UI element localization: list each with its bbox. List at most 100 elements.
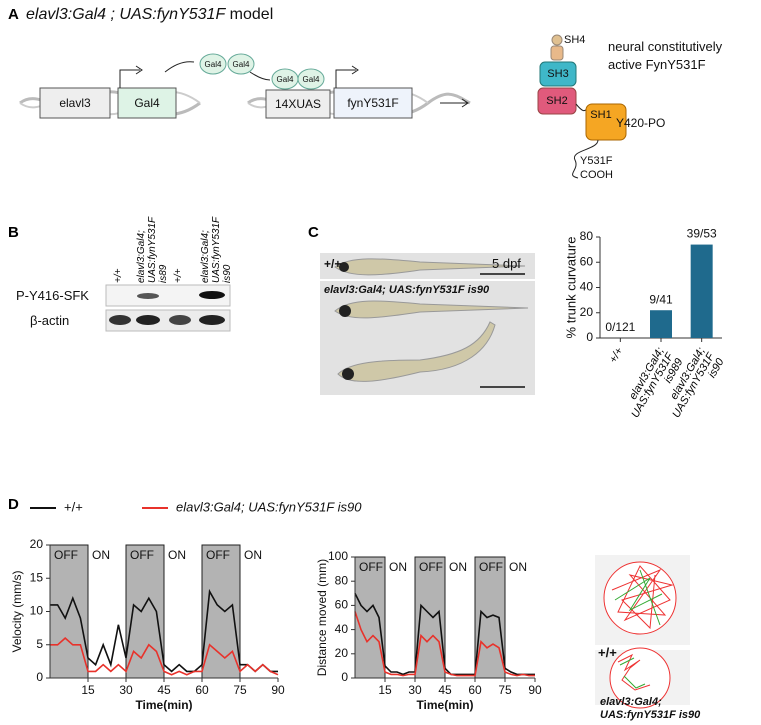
gal4-protein bbox=[227, 53, 255, 75]
arrow bbox=[164, 61, 195, 73]
value-label: 39/53 bbox=[687, 227, 717, 241]
x-axis-label: Time(min) bbox=[135, 698, 192, 712]
x-tick-label: 60 bbox=[468, 683, 482, 697]
period-shade bbox=[49, 544, 89, 679]
stage-label: 5 dpf bbox=[492, 256, 521, 271]
gal4-label: Gal4 bbox=[302, 75, 320, 84]
period-label: ON bbox=[389, 560, 407, 574]
x-tick-label: 45 bbox=[157, 683, 171, 697]
series-line bbox=[354, 611, 535, 677]
x-tick-label: 60 bbox=[195, 683, 209, 697]
legend-label: elavl3:Gal4; UAS:fynY531F is90 bbox=[176, 499, 362, 514]
gal4-protein bbox=[297, 68, 325, 90]
blot-strip bbox=[105, 309, 231, 332]
period-shade bbox=[474, 556, 506, 679]
y-tick-label: 0 bbox=[36, 670, 43, 684]
sh3-domain bbox=[539, 61, 577, 87]
period-label: OFF bbox=[479, 560, 503, 574]
y-tick-label: 40 bbox=[335, 622, 349, 636]
period-label: OFF bbox=[419, 560, 443, 574]
track bbox=[614, 569, 663, 626]
y-tick-label: 0 bbox=[341, 670, 348, 684]
x-tick-label: 90 bbox=[528, 683, 542, 697]
diagram-title: elavl3:Gal4 ; UAS:fynY531F model bbox=[26, 6, 274, 23]
lane-label: +/+ bbox=[113, 268, 124, 283]
gal4-label: Gal4 bbox=[232, 60, 250, 69]
bar bbox=[650, 310, 672, 338]
x-axis-label: Time(min) bbox=[416, 698, 473, 712]
x-tick-label: 90 bbox=[271, 683, 285, 697]
period-label: ON bbox=[509, 560, 527, 574]
uas-box bbox=[265, 89, 331, 119]
y-axis-label: % trunk curvature bbox=[563, 237, 578, 339]
legend-label: +/+ bbox=[64, 499, 83, 514]
row-label: P-Y416-SFK bbox=[16, 288, 89, 303]
bar bbox=[690, 244, 713, 338]
band bbox=[169, 315, 191, 325]
band bbox=[199, 315, 225, 325]
x-tick-label: 75 bbox=[233, 683, 247, 697]
y-tick-label: 20 bbox=[580, 305, 594, 319]
x-tick-label: 30 bbox=[119, 683, 133, 697]
lane-label: +/+ bbox=[173, 268, 184, 283]
blot-strip bbox=[105, 284, 231, 307]
promoter-label: elavl3 bbox=[59, 96, 91, 110]
sh1-domain bbox=[585, 103, 627, 141]
row-label: β-actin bbox=[30, 313, 70, 328]
panel-label: D bbox=[8, 496, 19, 513]
y-tick-label: 60 bbox=[335, 598, 349, 612]
y-tick-label: 20 bbox=[335, 646, 349, 660]
title-plain: model bbox=[229, 6, 274, 23]
x-tick-label: 15 bbox=[81, 683, 95, 697]
band bbox=[137, 293, 159, 299]
fish bbox=[334, 258, 529, 388]
arrow bbox=[440, 98, 469, 108]
band bbox=[199, 291, 225, 299]
gene-box bbox=[117, 87, 177, 119]
fish-label: +/+ bbox=[324, 257, 342, 271]
gal4-label: Gal4 bbox=[276, 75, 294, 84]
domain-label: SH4 bbox=[564, 34, 586, 46]
arrow bbox=[351, 65, 359, 75]
track bbox=[619, 657, 646, 689]
y-tick-label: 15 bbox=[30, 570, 44, 584]
arrow bbox=[335, 69, 356, 88]
gal4-label: Gal4 bbox=[204, 60, 222, 69]
transgene-box bbox=[333, 87, 413, 119]
y-tick-label: 100 bbox=[328, 549, 348, 563]
period-label: OFF bbox=[54, 548, 78, 562]
x-tick-label: 30 bbox=[408, 683, 422, 697]
track-label: +/+ bbox=[598, 645, 617, 660]
linker bbox=[550, 45, 564, 61]
sh4-domain bbox=[551, 34, 563, 46]
transgene-label: fynY531F bbox=[347, 96, 399, 110]
y-tick-label: 40 bbox=[580, 280, 594, 294]
fish-label: elavl3:Gal4; UAS:fynY531F is90 bbox=[324, 284, 490, 296]
gene-label: Gal4 bbox=[134, 96, 160, 110]
band bbox=[109, 315, 131, 325]
value-label: 0/121 bbox=[605, 320, 635, 334]
y-tick-label: 80 bbox=[335, 573, 349, 587]
site-label: Y531F bbox=[580, 155, 613, 167]
band bbox=[136, 315, 160, 325]
y-tick-label: 0 bbox=[586, 330, 593, 344]
series-line bbox=[50, 588, 278, 673]
domain-label: SH3 bbox=[547, 68, 569, 80]
promoter-box bbox=[39, 87, 111, 119]
x-tick-label: 45 bbox=[438, 683, 452, 697]
title-italic: elavl3:Gal4 ; UAS:fynY531F bbox=[26, 6, 226, 23]
y-tick-label: 20 bbox=[30, 537, 44, 551]
site-label: COOH bbox=[580, 169, 613, 181]
arrow bbox=[135, 65, 143, 75]
lane-label: elavl3:Gal4; UAS:fynY531F is90 bbox=[200, 217, 233, 283]
site-label: Y420-PO bbox=[616, 116, 666, 130]
x-tick-label: 15 bbox=[378, 683, 392, 697]
lane-label: elavl3:Gal4; UAS:fynY531F is89 bbox=[136, 217, 169, 283]
panel-label: A bbox=[8, 6, 19, 23]
panel-label: B bbox=[8, 224, 19, 241]
gal4-protein bbox=[199, 53, 227, 75]
domain-label: SH2 bbox=[546, 95, 568, 107]
x-tick-label: 75 bbox=[498, 683, 512, 697]
y-tick-label: 5 bbox=[36, 637, 43, 651]
